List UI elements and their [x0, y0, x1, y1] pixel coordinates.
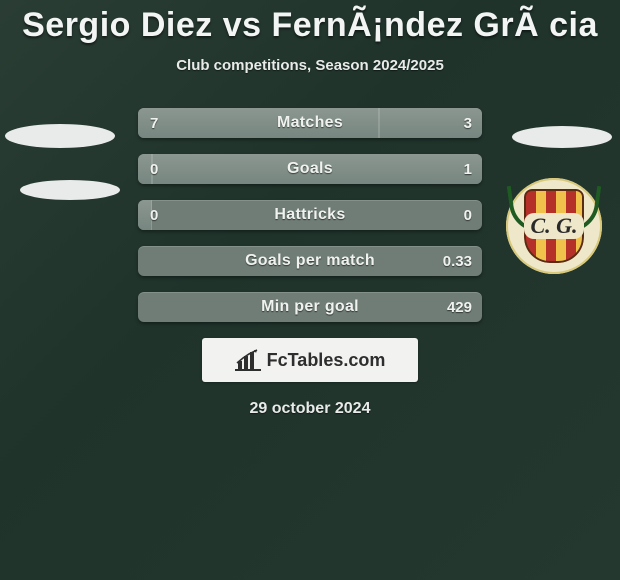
player2-club-badge: C. G. [506, 178, 602, 274]
stat-label: Hattricks [138, 200, 482, 230]
stat-row: Goals per match0.33 [138, 246, 482, 276]
stat-label: Goals [138, 154, 482, 184]
brand-text: FcTables.com [267, 350, 386, 371]
stat-label: Min per goal [138, 292, 482, 322]
stat-right-value: 3 [464, 108, 472, 138]
player1-silhouette-top [5, 124, 115, 148]
player2-silhouette-top [512, 126, 612, 148]
stat-right-value: 0 [464, 200, 472, 230]
stat-row: 0Hattricks0 [138, 200, 482, 230]
stat-right-value: 1 [464, 154, 472, 184]
stat-label: Goals per match [138, 246, 482, 276]
player1-silhouette-bottom [20, 180, 120, 200]
date-label: 29 october 2024 [0, 400, 620, 418]
stat-row: Min per goal429 [138, 292, 482, 322]
stat-row: 0Goals1 [138, 154, 482, 184]
stat-right-value: 429 [447, 292, 472, 322]
stat-right-value: 0.33 [443, 246, 472, 276]
page-title: Sergio Diez vs FernÃ¡ndez GrÃ cia [0, 0, 620, 45]
badge-initials: C. G. [524, 213, 583, 239]
page-subtitle: Club competitions, Season 2024/2025 [0, 57, 620, 74]
brand-box[interactable]: FcTables.com [202, 338, 418, 382]
stat-row: 7Matches3 [138, 108, 482, 138]
stat-label: Matches [138, 108, 482, 138]
stats-bars: 7Matches30Goals10Hattricks0Goals per mat… [138, 108, 482, 322]
bar-chart-icon [235, 349, 261, 371]
